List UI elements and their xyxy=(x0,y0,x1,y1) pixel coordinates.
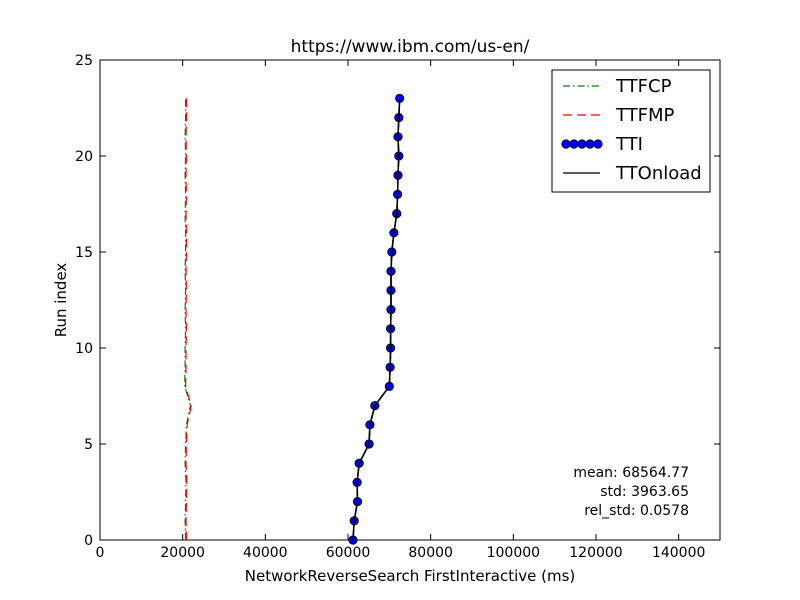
y-tick-label: 5 xyxy=(84,437,93,453)
x-tick-label: 20000 xyxy=(160,545,205,561)
x-tick-label: 40000 xyxy=(243,545,288,561)
plot-area xyxy=(99,59,721,541)
stats-mean: mean: 68564.77 xyxy=(573,465,689,481)
series-ttonload-line-overlay xyxy=(352,98,401,541)
series-ttfmp-line xyxy=(184,98,192,541)
stats-rel-std: rel_std: 0.0578 xyxy=(584,503,689,519)
legend-label-ttfcp: TTFCP xyxy=(615,76,672,97)
x-tick-label: 80000 xyxy=(408,545,453,561)
legend-box xyxy=(551,69,711,193)
stats-std: std: 3963.65 xyxy=(600,484,689,500)
legend-label-ttfmp: TTFMP xyxy=(615,105,675,126)
x-tick-label: 120000 xyxy=(569,545,622,561)
series-tti-line xyxy=(352,98,401,541)
legend-label-tti: TTI xyxy=(615,134,643,155)
x-tick-label: 60000 xyxy=(326,545,371,561)
y-axis-label: Run index xyxy=(52,263,70,338)
legend: TTFCP TTFMP TTI TTOnload xyxy=(551,69,711,193)
x-tick-label: 140000 xyxy=(652,545,705,561)
legend-marker-tti xyxy=(585,139,595,149)
x-axis-label: NetworkReverseSearch FirstInteractive (m… xyxy=(245,567,576,585)
legend-marker-tti xyxy=(561,139,571,149)
x-tick-label: 0 xyxy=(96,545,105,561)
y-tick-label: 10 xyxy=(75,341,93,357)
legend-label-ttonload: TTOnload xyxy=(615,163,702,184)
legend-marker-tti xyxy=(569,139,579,149)
y-tick-label: 0 xyxy=(84,533,93,549)
x-tick-label: 100000 xyxy=(487,545,540,561)
stats-annotation: mean: 68564.77 std: 3963.65 rel_std: 0.0… xyxy=(573,465,689,519)
series-ttfcp-line xyxy=(184,98,192,541)
chart-title: https://www.ibm.com/us-en/ xyxy=(291,37,530,57)
y-tick-label: 20 xyxy=(75,149,93,165)
y-tick-label: 15 xyxy=(75,245,93,261)
legend-marker-tti xyxy=(593,139,603,149)
series-ttonload-line xyxy=(352,98,401,541)
y-tick-label: 25 xyxy=(75,53,93,69)
legend-marker-tti xyxy=(577,139,587,149)
